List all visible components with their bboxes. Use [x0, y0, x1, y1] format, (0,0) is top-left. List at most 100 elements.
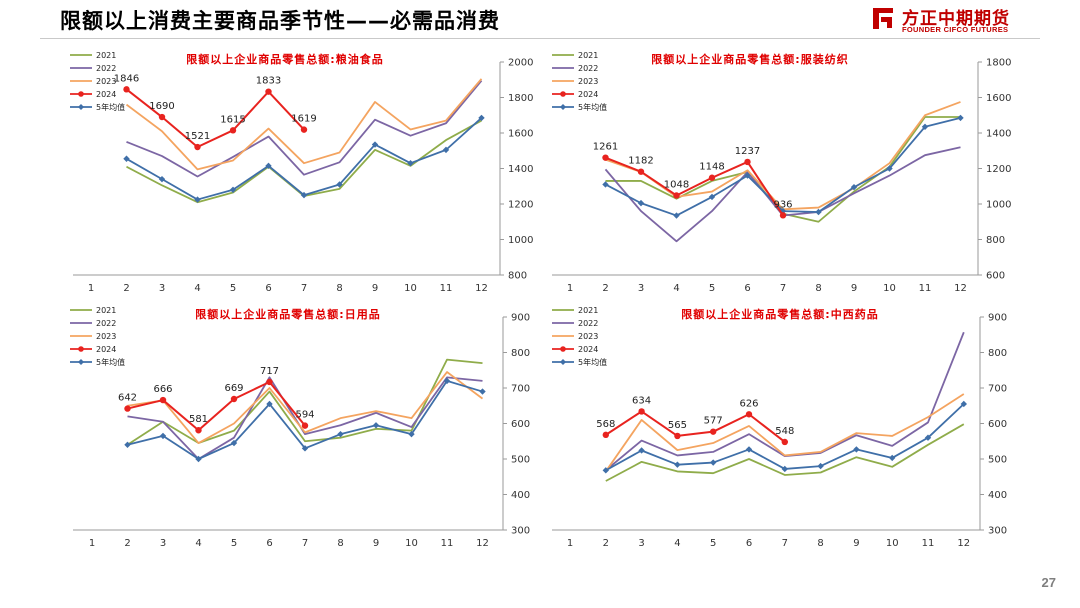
x-tick-label: 1: [89, 538, 95, 549]
company-logo: 方正中期期货 FOUNDER CIFCO FUTURES: [870, 3, 1045, 37]
legend-label-2022: 2022: [96, 319, 116, 328]
x-tick-label: 7: [302, 538, 308, 549]
data-point-2024: [301, 422, 309, 429]
x-tick-label: 2: [602, 283, 608, 294]
y-tick-label: 600: [988, 419, 1007, 430]
data-point-2024: [124, 405, 131, 412]
legend-label-2021: 2021: [96, 306, 116, 315]
x-tick-label: 4: [674, 538, 680, 549]
y-tick-label: 1400: [986, 129, 1011, 140]
x-tick-label: 10: [404, 283, 417, 294]
y-tick-label: 700: [988, 384, 1007, 395]
data-point-5yr-avg: [336, 181, 343, 188]
data-point-5yr-avg: [886, 165, 893, 172]
series-line-2024: [125, 88, 305, 149]
series-line-2024: [605, 156, 784, 216]
data-label-2024: 1619: [291, 114, 316, 125]
data-point-2024: [744, 158, 751, 166]
data-point-5yr-avg: [602, 467, 609, 474]
series-line-2021: [605, 423, 965, 482]
data-point-5yr-avg: [708, 193, 716, 201]
x-tick-label: 11: [919, 283, 932, 294]
x-tick-label: 9: [853, 538, 859, 549]
x-tick-label: 11: [440, 283, 453, 294]
data-point-2024: [637, 168, 645, 175]
legend-label-2024: 2024: [96, 345, 116, 354]
data-point-2024: [158, 113, 166, 121]
y-tick-label: 1800: [508, 93, 533, 104]
x-tick-label: 10: [886, 538, 899, 549]
x-tick-label: 8: [815, 283, 821, 294]
legend-marker-2024: [78, 91, 84, 97]
x-tick-label: 9: [373, 538, 379, 549]
legend-label-2024: 2024: [578, 345, 598, 354]
data-point-2024: [602, 154, 609, 161]
legend-label-5yr-avg: 5年均值: [578, 357, 607, 367]
data-label-2024: 594: [295, 410, 314, 421]
legend-label-2023: 2023: [96, 332, 116, 341]
data-point-5yr-avg: [815, 208, 822, 216]
data-point-5yr-avg: [817, 462, 824, 470]
x-tick-label: 10: [883, 283, 896, 294]
y-tick-label: 800: [508, 271, 527, 282]
y-tick-label: 800: [988, 348, 1007, 359]
y-tick-label: 800: [511, 348, 530, 359]
data-point-5yr-avg: [960, 400, 967, 408]
x-tick-label: 1: [567, 538, 573, 549]
y-tick-label: 700: [511, 384, 530, 395]
x-tick-label: 2: [123, 283, 129, 294]
data-point-2024: [779, 212, 787, 219]
data-point-5yr-avg: [638, 447, 645, 454]
chart-title: 限额以上企业商品零售总额:服装纺织: [651, 52, 848, 66]
legend-label-5yr-avg: 5年均值: [96, 357, 125, 367]
data-label-2024: 634: [632, 395, 651, 406]
x-tick-label: 12: [476, 538, 489, 549]
logo-name-en: FOUNDER CIFCO FUTURES: [902, 25, 1009, 34]
x-tick-label: 12: [475, 283, 488, 294]
x-tick-label: 7: [782, 538, 788, 549]
chart-grain-oil-food: 800 1000 1200 1400 1600 1800 2000 1 2 3 4 5 6 7 8 9 10 11…: [0, 45, 540, 305]
data-point-2024: [745, 411, 753, 418]
x-tick-label: 12: [957, 538, 970, 549]
y-tick-label: 1200: [508, 200, 533, 211]
data-point-5yr-avg: [602, 181, 609, 188]
chart-title: 限额以上企业商品零售总额:中西药品: [681, 307, 878, 321]
chart-apparel-textile: 600 800 1000 1200 1400 1600 1800 1 2 3 4 5 6 7 8 9 10 11 1…: [540, 45, 1080, 305]
y-tick-label: 1400: [508, 164, 533, 175]
data-point-5yr-avg: [124, 441, 131, 448]
x-tick-label: 12: [954, 283, 967, 294]
x-tick-label: 10: [405, 538, 418, 549]
data-point-5yr-avg: [300, 191, 308, 199]
y-tick-label: 900: [988, 313, 1007, 324]
series-line-2023: [125, 78, 483, 171]
data-point-5yr-avg: [230, 439, 238, 447]
chart-title: 限额以上企业商品零售总额:日用品: [195, 307, 380, 321]
data-point-5yr-avg: [371, 141, 379, 148]
data-label-2024: 565: [668, 420, 687, 431]
legend-label-2021: 2021: [96, 51, 116, 60]
x-tick-label: 3: [638, 538, 644, 549]
data-point-5yr-avg: [301, 445, 309, 452]
series-line-2022: [126, 80, 483, 178]
x-tick-label: 4: [195, 538, 201, 549]
legend-marker-2024: [78, 346, 84, 352]
data-point-2024: [266, 378, 273, 386]
data-point-2024: [710, 428, 717, 435]
data-point-2024: [300, 126, 308, 133]
series-line-2023: [127, 371, 484, 444]
data-point-5yr-avg: [229, 186, 237, 193]
data-point-2024: [194, 143, 201, 151]
legend-label-5yr-avg: 5年均值: [96, 102, 125, 112]
legend-label-2021: 2021: [578, 51, 598, 60]
y-tick-label: 1600: [986, 93, 1011, 104]
data-label-2024: 1833: [256, 76, 281, 87]
series-line-2022: [604, 146, 961, 243]
legend-marker-2024: [560, 91, 566, 97]
x-tick-label: 11: [441, 538, 454, 549]
data-point-2024: [602, 431, 609, 439]
data-label-2024: 1846: [114, 73, 139, 84]
data-label-2024: 1048: [664, 179, 689, 190]
data-label-2024: 548: [775, 426, 794, 437]
